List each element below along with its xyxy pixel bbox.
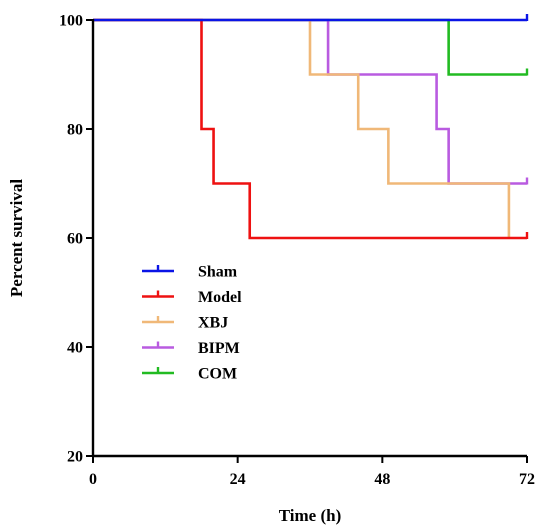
series-line-model	[93, 18, 527, 240]
x-tick-label: 24	[230, 471, 246, 488]
legend-label-com: COM	[198, 366, 237, 383]
x-tick-label: 48	[374, 471, 390, 488]
ticks-layer: 20 40 60 80 100 0 24 48 72	[59, 13, 535, 489]
y-tick-label: 20	[67, 449, 83, 466]
legend-label-xbj: XBJ	[198, 315, 228, 332]
legend-label-model: Model	[198, 289, 242, 306]
legend-label-bipm: BIPM	[198, 340, 240, 357]
series-line-bipm	[93, 18, 527, 185]
x-tick-label: 0	[89, 471, 97, 488]
x-tick-label: 72	[519, 471, 535, 488]
legend-item-com: COM	[142, 366, 237, 383]
y-tick-label: 100	[59, 13, 83, 30]
legend: Sham Model XBJ BIPM COM	[142, 264, 242, 383]
legend-item-model: Model	[142, 289, 242, 306]
legend-item-xbj: XBJ	[142, 315, 228, 332]
y-tick-label: 80	[67, 122, 83, 139]
legend-label-sham: Sham	[198, 264, 238, 281]
y-tick-label: 40	[67, 340, 83, 357]
y-axis-label: Percent survival	[7, 179, 26, 297]
y-tick-label: 60	[67, 231, 83, 248]
series-line-xbj	[93, 18, 511, 238]
legend-item-bipm: BIPM	[142, 340, 240, 357]
legend-item-sham: Sham	[142, 264, 238, 281]
x-axis-label: Time (h)	[279, 506, 342, 525]
series-layer	[93, 14, 529, 240]
